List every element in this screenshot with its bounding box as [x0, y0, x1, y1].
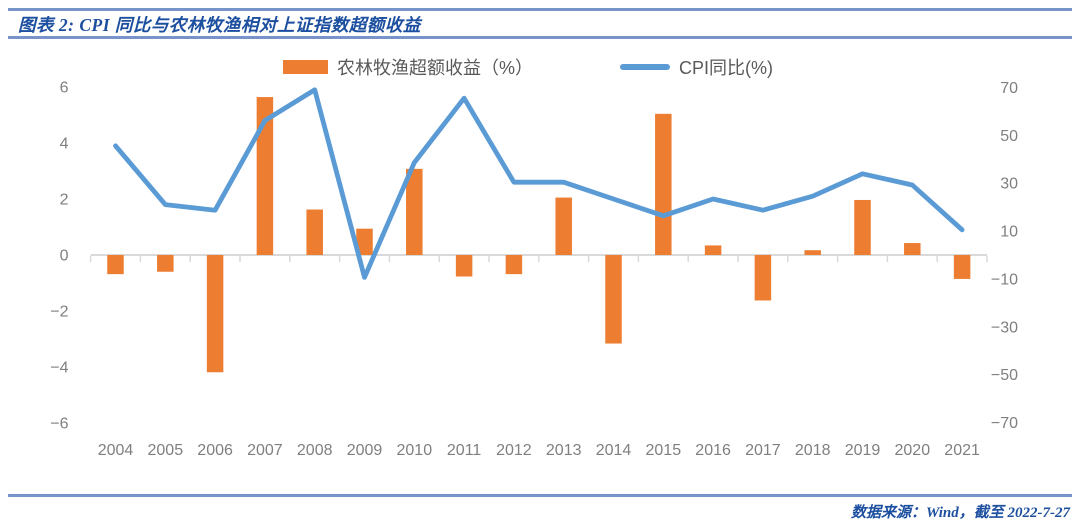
bar-series-swatch — [283, 60, 328, 74]
left-axis-tick-label: 2 — [60, 192, 69, 209]
bar-2004 — [107, 255, 124, 275]
bar-2013 — [555, 197, 572, 255]
year-label-2008: 2008 — [297, 442, 333, 459]
right-axis-tick-label: 50 — [1000, 128, 1018, 145]
year-label-2012: 2012 — [496, 442, 532, 459]
year-label-2017: 2017 — [745, 442, 781, 459]
top-rule — [8, 8, 1072, 11]
bar-2005 — [157, 255, 174, 272]
right-axis-tick-label: 70 — [1000, 80, 1018, 97]
legend-item-cpi: CPI同比(%) — [620, 57, 773, 78]
left-axis-tick-label: −4 — [50, 360, 68, 377]
bar-2012 — [505, 255, 523, 275]
left-axis-tick-label: 0 — [60, 248, 69, 265]
year-label-2020: 2020 — [895, 442, 931, 459]
left-axis-tick-label: 6 — [60, 80, 69, 97]
legend-item-excess-return: 农林牧渔超额收益（%） — [283, 57, 534, 78]
line-series-label: CPI同比(%) — [679, 58, 773, 78]
right-axis-tick-label: −30 — [991, 319, 1018, 336]
year-label-2006: 2006 — [197, 442, 233, 459]
bar-series-label: 农林牧渔超额收益（%） — [337, 58, 534, 78]
figure-title: 图表 2: CPI 同比与农林牧渔相对上证指数超额收益 — [18, 15, 421, 35]
year-label-2011: 2011 — [447, 442, 482, 459]
year-label-2009: 2009 — [347, 442, 383, 459]
bar-2006 — [206, 255, 224, 373]
bar-2009 — [356, 228, 373, 255]
bar-2016 — [704, 245, 722, 255]
bar-2020 — [904, 243, 921, 255]
year-label-2019: 2019 — [845, 442, 881, 459]
bar-2018 — [804, 250, 821, 255]
year-label-2015: 2015 — [646, 442, 682, 459]
year-label-2010: 2010 — [397, 442, 433, 459]
right-axis-tick-label: −10 — [991, 271, 1018, 288]
cpi-line — [113, 87, 965, 280]
bar-2017 — [754, 255, 772, 301]
bar-2021 — [953, 255, 971, 279]
year-label-2014: 2014 — [596, 442, 632, 459]
bar-2015 — [655, 113, 672, 255]
left-axis-tick-label: −2 — [50, 304, 68, 321]
year-label-2005: 2005 — [148, 442, 184, 459]
right-axis-tick-label: 10 — [1000, 224, 1018, 241]
year-label-2004: 2004 — [98, 442, 134, 459]
title-underline-rule — [8, 36, 1072, 39]
bar-2011 — [455, 255, 473, 277]
right-axis-tick-label: −50 — [991, 367, 1018, 384]
bar-2007 — [256, 97, 274, 255]
data-source-note: 数据来源：Wind，截至 2022-7-27 — [850, 505, 1070, 521]
bar-2014 — [605, 255, 622, 344]
year-label-2013: 2013 — [546, 442, 582, 459]
year-label-2021: 2021 — [944, 442, 980, 459]
right-axis-tick-label: −70 — [991, 415, 1018, 432]
right-axis-tick-label: 30 — [1000, 176, 1018, 193]
bar-2010 — [406, 168, 423, 255]
bottom-rule — [8, 494, 1072, 497]
left-axis-tick-label: −6 — [50, 416, 68, 433]
bar-2019 — [854, 199, 871, 255]
left-axis-tick-label: 4 — [60, 136, 69, 153]
line-series-swatch — [620, 64, 670, 70]
year-label-2007: 2007 — [247, 442, 283, 459]
year-label-2018: 2018 — [795, 442, 831, 459]
bar-2008 — [306, 209, 323, 255]
year-label-2016: 2016 — [695, 442, 731, 459]
